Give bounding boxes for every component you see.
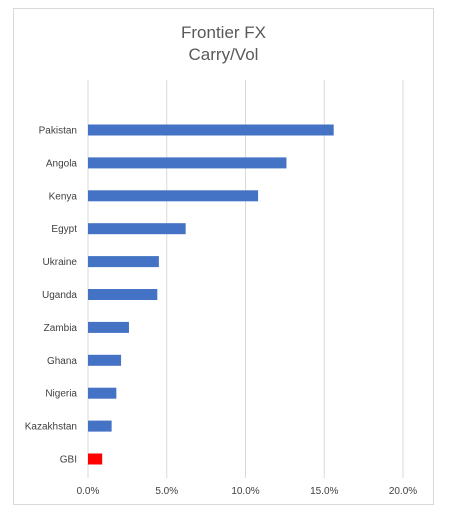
bar-ghana: [88, 354, 122, 366]
x-tick-label: 20.0%: [389, 486, 417, 497]
chart-frame: [13, 8, 434, 505]
category-label: Kenya: [49, 191, 78, 202]
bar-pakistan: [88, 124, 334, 136]
x-tick-label: 5.0%: [155, 486, 178, 497]
bar-gbi: [88, 453, 103, 465]
category-label: Angola: [46, 158, 78, 169]
x-tick-label: 10.0%: [231, 486, 259, 497]
category-label: Kazakhstan: [25, 422, 77, 433]
category-label: GBI: [60, 455, 77, 466]
bar-uganda: [88, 289, 158, 300]
category-label: Uganda: [42, 290, 77, 301]
x-tick-label: 15.0%: [310, 486, 338, 497]
category-label: Ukraine: [43, 257, 78, 268]
bar-angola: [88, 157, 287, 169]
category-label: Ghana: [47, 356, 77, 367]
category-label: Pakistan: [39, 126, 77, 137]
bar-kenya: [88, 190, 259, 202]
bar-zambia: [88, 321, 129, 333]
category-label: Zambia: [44, 323, 78, 334]
chart-title: Frontier FX: [180, 23, 267, 42]
chart-subtitle: Carry/Vol: [188, 45, 259, 64]
x-tick-label: 0.0%: [77, 486, 100, 497]
bar-kazakhstan: [88, 420, 112, 432]
category-label: Nigeria: [45, 389, 77, 400]
bar-ukraine: [88, 256, 159, 268]
bar-egypt: [88, 223, 186, 235]
bar-nigeria: [88, 387, 117, 399]
category-label: Egypt: [51, 224, 77, 235]
